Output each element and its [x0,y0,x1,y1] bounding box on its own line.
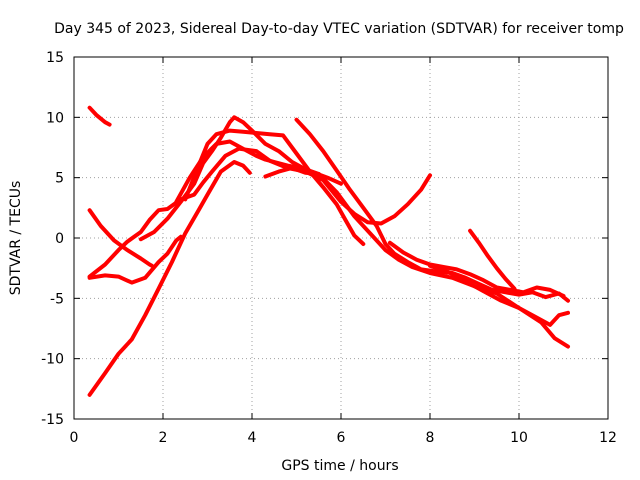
y-tick-label: -10 [41,352,64,368]
y-tick-label: -15 [41,412,64,428]
y-tick-label: 10 [46,110,64,126]
series-line-track-13 [428,263,570,327]
x-tick-label: 2 [159,430,168,446]
plot-frame [73,56,609,420]
series-line-track-1 [87,105,112,127]
axis-ticks [73,56,609,420]
y-axis-title: SDTVAR / TECUs [8,181,24,296]
series-group [87,105,570,397]
y-tick-label: -5 [50,291,64,307]
series-line-track-2 [87,208,154,268]
x-tick-label: 10 [510,430,528,446]
y-tick-label: 5 [55,171,64,187]
y-tick-labels: -15 -10 -5 0 5 10 15 [41,50,64,428]
series-line-track-12 [468,228,517,291]
x-axis-title: GPS time / hours [281,458,398,474]
series-line-track-4 [87,160,252,397]
grid [74,57,608,419]
chart-title: Day 345 of 2023, Sidereal Day-to-day VTE… [54,21,624,37]
series-line-track-11 [387,240,566,298]
x-tick-labels: 0 2 4 6 8 10 12 [70,430,617,446]
x-tick-label: 12 [599,430,617,446]
x-tick-label: 4 [248,430,257,446]
series-line-track-7 [183,128,366,246]
y-tick-label: 15 [46,50,64,66]
x-tick-label: 8 [426,430,435,446]
series-line-track-3 [87,234,183,285]
x-tick-label: 0 [70,430,79,446]
y-tick-label: 0 [55,231,64,247]
x-tick-label: 6 [337,430,346,446]
series-line-track-9 [263,166,321,179]
